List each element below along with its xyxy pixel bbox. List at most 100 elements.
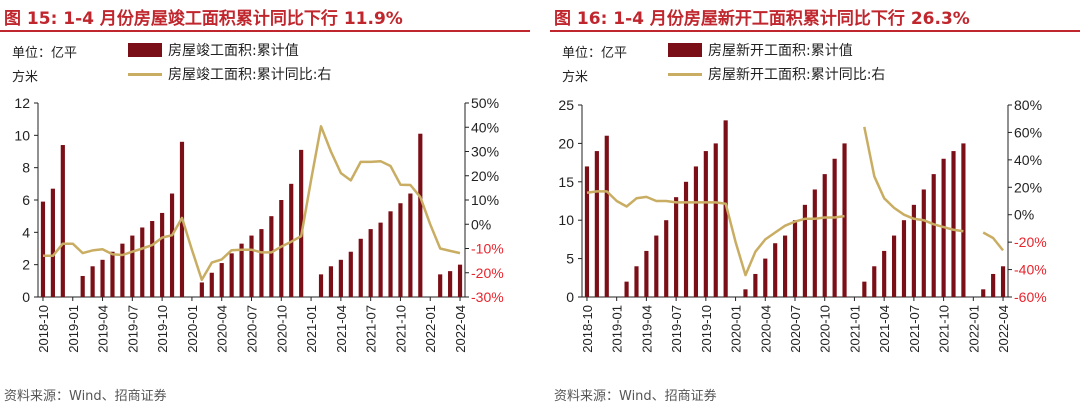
x-axis-tick-label: 2021-07 [907,305,922,353]
bar [80,275,85,297]
bar [882,250,887,297]
bar [418,133,423,297]
bar [991,273,996,297]
x-axis-tick-label: 2020-07 [245,305,260,353]
x-axis-tick-label: 2019-01 [610,305,625,353]
x-axis-tick-label: 2020-04 [215,305,230,353]
series-line [43,125,461,282]
right-axis-tick-label: -40% [1014,262,1047,278]
x-axis-tick-label: 2019-04 [639,305,654,353]
bar [723,120,728,297]
chart-plot: 0 2 4 6 8 10 12 -30% -20% -10% 0% 10% 20% 30% 40% 50% 20… [14,95,504,353]
x-axis-tick-label: 2019-10 [699,305,714,353]
bar [901,220,907,297]
right-axis-tick-label: 0% [471,216,491,232]
bar [408,193,413,297]
bar [259,229,264,297]
legend-item-line: 房屋新开工面积:累计同比:右 [668,62,885,86]
legend-line-swatch [128,72,162,76]
bar [110,251,115,297]
title-divider [0,30,530,32]
bar [328,266,334,297]
bar [931,174,936,297]
bar [604,135,609,297]
x-axis-tick-label: 2021-10 [393,305,408,353]
legend-label: 房屋新开工面积:累计值 [708,43,853,59]
bar [299,149,304,297]
bar [209,272,214,297]
right-axis-tick-label: -20% [1014,234,1047,250]
bar [584,166,590,297]
x-axis-tick-label: 2019-10 [155,305,170,353]
bar [229,253,234,297]
bar [763,258,768,297]
bar [269,216,274,297]
title-divider [550,30,1080,32]
bar [100,259,105,297]
x-axis-tick-label: 2021-04 [334,305,349,353]
bar [743,289,748,297]
bar [921,189,926,297]
left-axis-tick-label: 12 [14,95,30,111]
bar [140,227,145,297]
bar [150,221,155,297]
unit-label: 单位：亿平方米 [562,46,628,85]
bar [981,289,986,297]
right-axis-tick-label: 20% [471,168,499,184]
legend: 房屋竣工面积:累计值 房屋竣工面积:累计同比:右 [128,38,331,86]
x-axis-tick-label: 2020-10 [818,305,833,353]
bar [1000,266,1006,297]
bar [693,166,699,297]
right-axis-tick-label: -10% [471,241,504,257]
bar [378,222,383,297]
x-axis-tick-label: 2020-10 [274,305,289,353]
bar [120,243,125,297]
bar [594,151,599,297]
left-axis-tick-label: 0 [566,289,574,305]
x-axis-tick-label: 2020-01 [185,305,200,353]
right-axis-tick-label: 80% [1014,97,1042,113]
bar [130,235,135,297]
left-axis-tick-label: 20 [558,135,574,151]
bar [160,212,165,297]
bar [951,151,956,297]
right-axis-tick-label: 20% [1014,179,1042,195]
bar [822,174,827,297]
series-line [586,126,1004,277]
x-axis-tick-label: 2021-01 [847,305,862,353]
bar [703,151,708,297]
bar [398,203,403,297]
bar [654,235,659,297]
bar [802,204,807,297]
x-axis-tick-label: 2020-04 [758,305,773,353]
x-axis-tick-label: 2018-10 [580,305,595,353]
right-axis-tick-label: -20% [471,265,504,281]
bar [358,238,363,297]
bar [891,235,897,297]
x-axis-tick-label: 2022-01 [966,305,981,353]
x-axis-tick-label: 2022-04 [453,305,468,353]
bar [674,197,679,297]
bar [773,243,778,297]
left-axis-tick-label: 15 [558,174,574,190]
right-axis-tick-label: -30% [471,289,504,305]
chart-plot: 0 5 10 15 20 25 -60% -40% -20% 0% 20% 40% 60% 80% 2018… [558,97,1047,353]
x-axis-tick-label: 2019-07 [669,305,684,353]
bar [961,143,966,297]
bar [644,250,649,297]
legend-item-bars: 房屋竣工面积:累计值 [128,38,331,62]
left-axis-tick-label: 10 [558,212,574,228]
bar [664,220,669,297]
legend-label: 房屋竣工面积:累计值 [168,43,299,59]
legend-item-line: 房屋竣工面积:累计同比:右 [128,62,331,86]
legend: 房屋新开工面积:累计值 房屋新开工面积:累计同比:右 [668,38,885,86]
chart-title: 图 15: 1-4 月份房屋竣工面积累计同比下行 11.9% [4,9,403,29]
legend-label: 房屋新开工面积:累计同比:右 [708,67,886,83]
bar [90,266,95,297]
bar [249,235,254,297]
chart-panel-left: 图 15: 1-4 月份房屋竣工面积累计同比下行 11.9% 单位：亿平方米 房… [0,0,530,415]
left-axis-tick-label: 4 [22,224,30,240]
source-note: 资料来源：Wind、招商证券 [554,389,717,404]
bar [624,281,629,297]
